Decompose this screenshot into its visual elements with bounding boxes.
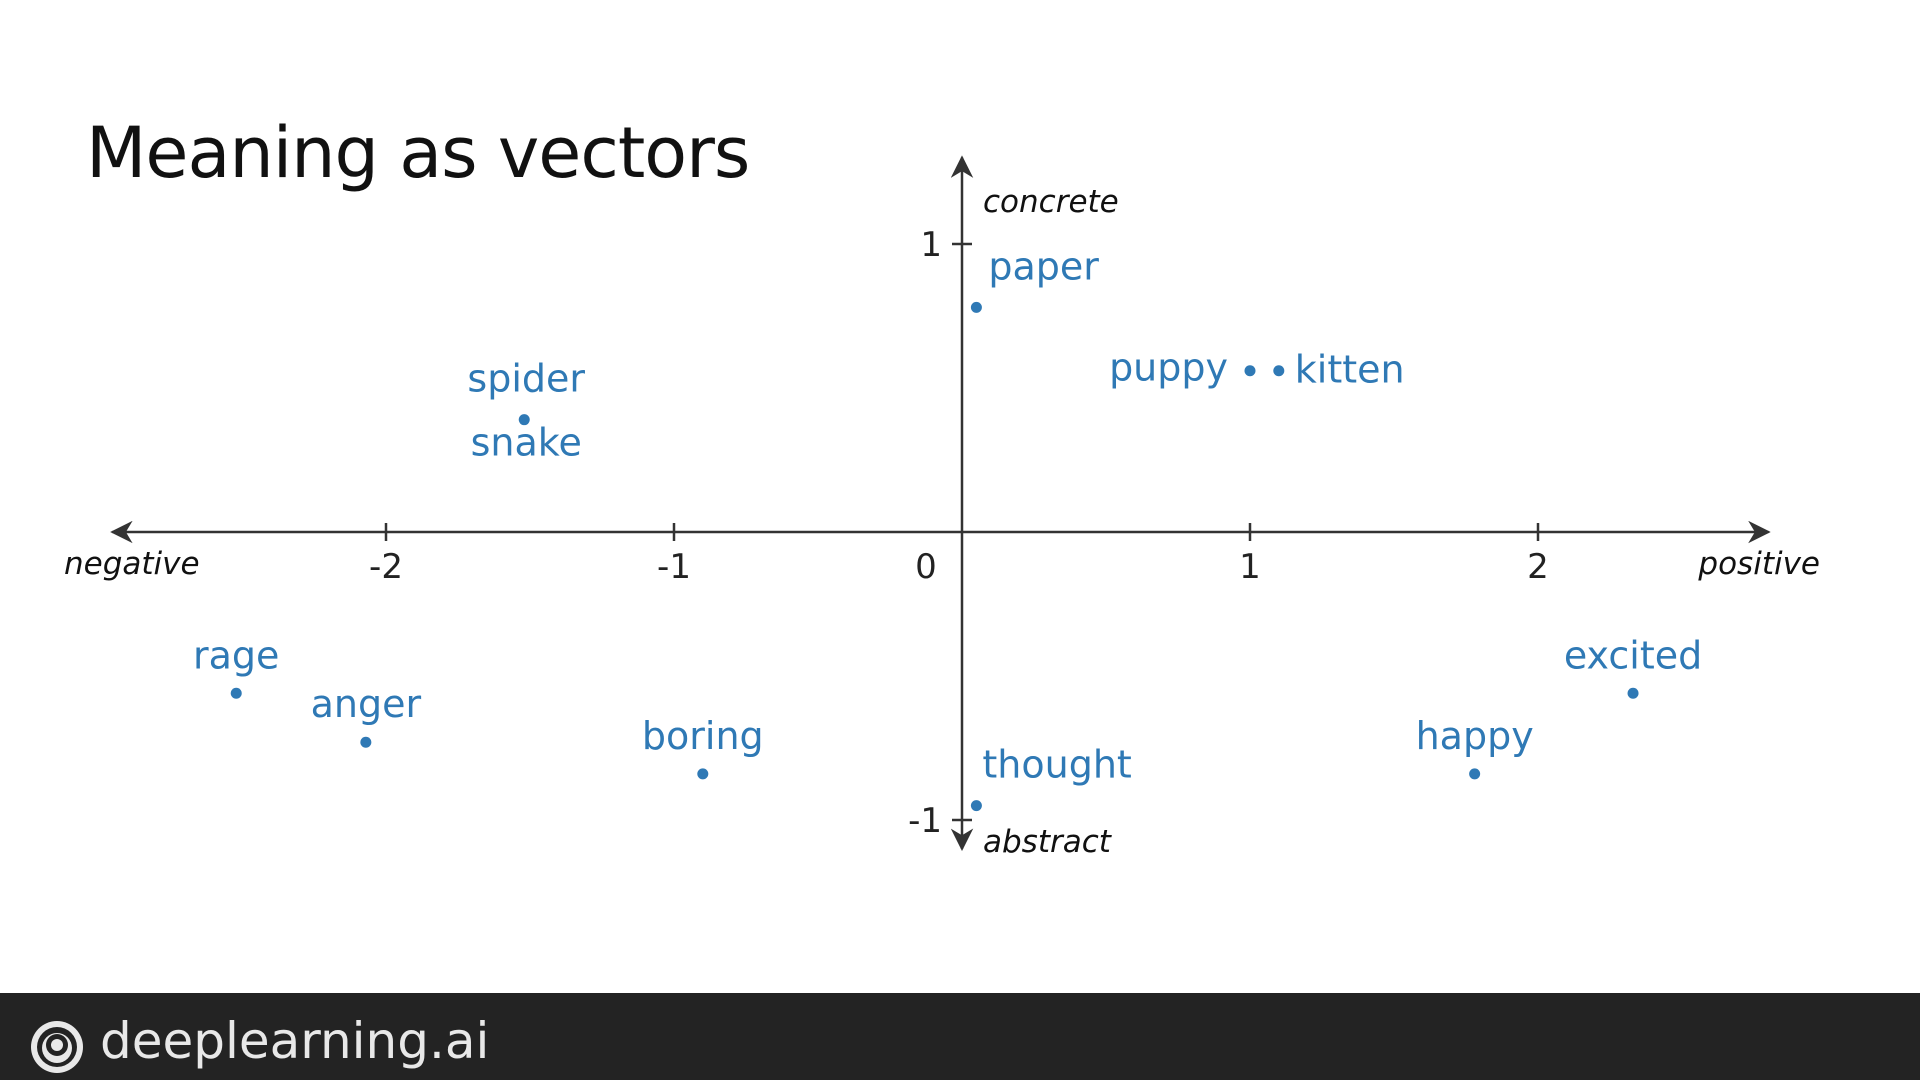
y-tick-label: 1 <box>920 225 942 265</box>
data-point-kitten <box>1273 365 1285 377</box>
data-point-thought <box>970 800 982 812</box>
x-tick-label: -2 <box>369 547 403 587</box>
y-axis-concrete-label: concrete <box>983 184 1119 220</box>
point-label-happy: happy <box>1416 714 1534 758</box>
point-label-rage: rage <box>193 633 279 677</box>
data-point-rage <box>230 687 242 699</box>
x-axis-negative-label: negative <box>64 546 200 582</box>
point-label-excited: excited <box>1564 633 1702 677</box>
point-label-kitten: kitten <box>1295 348 1405 392</box>
point-label-paper: paper <box>988 244 1099 288</box>
point-label-spider: spider <box>467 357 585 401</box>
x-tick-label: 1 <box>1239 547 1261 587</box>
scatter-plot: -2 -1 0 1 2 -1 1 negative positive concrete abstr… <box>64 155 1820 860</box>
point-label-boring: boring <box>642 714 764 758</box>
y-tick-label: -1 <box>908 801 942 841</box>
x-axis-positive-label: positive <box>1697 546 1820 582</box>
slide: Meaning as vectors -2 -1 0 1 2 -1 1 negative po… <box>64 112 1820 860</box>
x-tick-label: 2 <box>1527 547 1549 587</box>
point-label-thought: thought <box>982 743 1131 787</box>
data-point-boring <box>697 768 709 780</box>
point-label-puppy: puppy <box>1109 346 1228 390</box>
x-tick-label: -1 <box>657 547 691 587</box>
point-label-anger: anger <box>311 682 422 726</box>
data-point-spider <box>518 414 530 426</box>
data-point-excited <box>1627 687 1639 699</box>
x-tick-label: 0 <box>915 547 937 587</box>
footer-bar <box>0 993 1920 1080</box>
brand-name: deeplearning.ai <box>100 1012 490 1070</box>
data-point-anger <box>360 736 372 748</box>
slide-title: Meaning as vectors <box>86 112 750 194</box>
data-point-paper <box>970 301 982 313</box>
data-point-puppy <box>1244 365 1256 377</box>
point-label-snake: snake <box>471 421 582 465</box>
data-point-happy <box>1469 768 1481 780</box>
deeplearning-logo-icon <box>31 1021 83 1073</box>
y-axis-abstract-label: abstract <box>983 824 1113 860</box>
